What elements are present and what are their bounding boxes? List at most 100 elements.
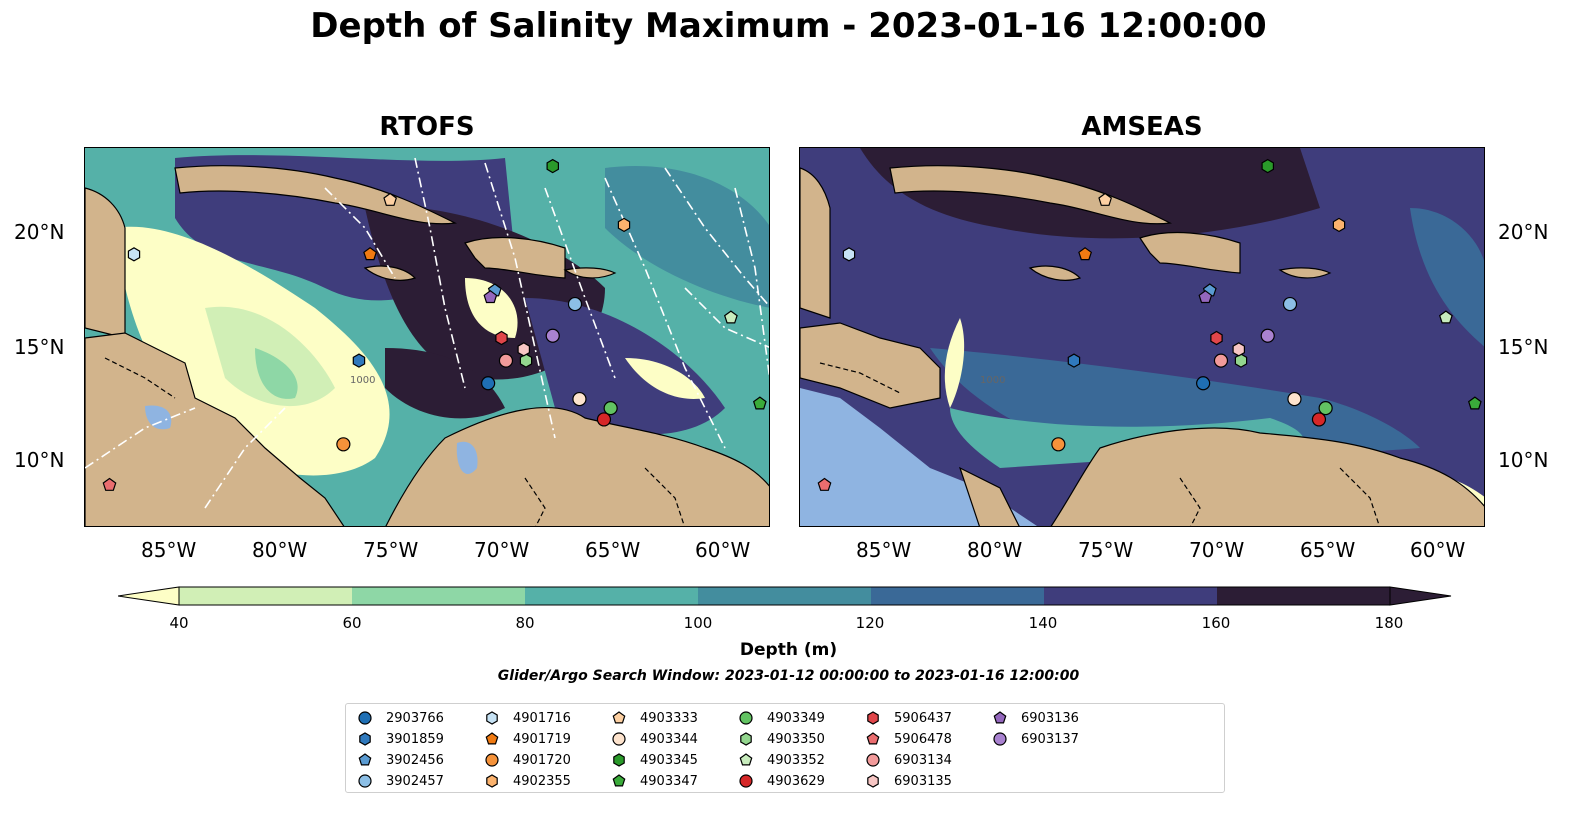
rtofs-float-6903134 xyxy=(498,353,514,368)
legend-item-5906478: 5906478 xyxy=(862,729,952,749)
colorbar-extend-high xyxy=(1389,586,1452,606)
legend-marker-circle xyxy=(993,732,1007,746)
legend-label: 6903136 xyxy=(1021,710,1079,726)
legend-marker-hexagon xyxy=(486,711,498,725)
legend-item-6903135: 6903135 xyxy=(862,771,952,791)
legend-item-4903347: 4903347 xyxy=(608,771,698,791)
colorbar-extend-low xyxy=(118,586,180,606)
amseas-float-4903352 xyxy=(1438,310,1453,324)
figure-title: Depth of Salinity Maximum - 2023-01-16 1… xyxy=(310,6,1267,46)
legend-marker-hexagon xyxy=(740,732,752,746)
legend-marker-hexagon xyxy=(867,774,879,788)
rtofs-float-6903136 xyxy=(483,290,498,304)
colorbar-outline xyxy=(178,586,1391,606)
legend-label: 4903345 xyxy=(640,752,698,768)
legend-marker-pentagon xyxy=(993,711,1007,724)
rtofs-float-6903137 xyxy=(545,328,560,343)
amseas-float-markers xyxy=(817,158,1482,491)
rtofs-float-4903352 xyxy=(723,310,738,324)
legend-marker-pentagon xyxy=(358,753,372,766)
amseas-map xyxy=(799,147,1485,527)
amseas-float-4901720 xyxy=(1051,437,1066,452)
legend-marker-hexagon xyxy=(613,753,625,767)
amseas-float-2903766 xyxy=(1196,376,1211,391)
legend-item-4903333: 4903333 xyxy=(608,708,698,728)
rtofs-float-6903135 xyxy=(517,342,530,357)
float-legend: 2903766 3901859 3902456 3902457 4901716 49017… xyxy=(345,703,1225,793)
legend-item-5906437: 5906437 xyxy=(862,708,952,728)
cbar-tick-120: 120 xyxy=(855,614,885,632)
rtofs-float-4903347 xyxy=(752,396,767,410)
legend-label: 5906437 xyxy=(894,710,952,726)
colorbar xyxy=(118,586,1452,606)
rtofs-map-canvas xyxy=(85,148,769,526)
colorbar-segment-7 xyxy=(1217,587,1390,605)
legend-item-4903349: 4903349 xyxy=(735,708,825,728)
rtofs-map xyxy=(84,147,770,527)
legend-marker-hexagon xyxy=(867,711,879,725)
rtofs-lat-tick-20n: 20°N xyxy=(14,220,65,244)
colorbar-segment-4 xyxy=(698,587,871,605)
legend-marker-circle xyxy=(612,732,626,746)
rtofs-float-4903350 xyxy=(519,353,533,368)
cbar-tick-140: 140 xyxy=(1028,614,1058,632)
rtofs-float-5906437 xyxy=(495,330,508,346)
legend-label: 6903134 xyxy=(894,752,952,768)
amseas-lat-tick-15n: 15°N xyxy=(1498,335,1549,359)
legend-label: 3901859 xyxy=(386,731,444,747)
amseas-float-4903349 xyxy=(1318,401,1333,416)
legend-item-6903134: 6903134 xyxy=(862,750,952,770)
rtofs-float-4903344 xyxy=(572,391,587,407)
legend-item-4901720: 4901720 xyxy=(481,750,571,770)
cbar-tick-180: 180 xyxy=(1374,614,1404,632)
panel-title-amseas: AMSEAS xyxy=(1081,112,1203,142)
legend-label: 3902456 xyxy=(386,752,444,768)
amseas-float-4903345 xyxy=(1261,158,1274,174)
amseas-lon-tick-70w: 70°W xyxy=(1189,538,1245,562)
rtofs-lat-tick-10n: 10°N xyxy=(14,448,65,472)
colorbar-segment-3 xyxy=(525,587,698,605)
legend-item-3901859: 3901859 xyxy=(354,729,444,749)
legend-marker-pentagon xyxy=(739,753,753,766)
legend-label: 2903766 xyxy=(386,710,444,726)
amseas-float-4903347 xyxy=(1467,396,1482,410)
legend-marker-hexagon xyxy=(359,732,371,746)
rtofs-lat-tick-15n: 15°N xyxy=(14,335,65,359)
legend-label: 4901716 xyxy=(513,710,571,726)
rtofs-lon-tick-65w: 65°W xyxy=(585,538,641,562)
rtofs-float-4903629 xyxy=(596,412,612,427)
rtofs-lon-tick-80w: 80°W xyxy=(252,538,308,562)
amseas-float-6903137 xyxy=(1260,328,1275,343)
legend-marker-circle xyxy=(358,711,372,725)
amseas-borders xyxy=(819,362,1380,526)
legend-marker-pentagon xyxy=(612,711,626,724)
colorbar-title: Depth (m) xyxy=(739,640,838,660)
legend-label: 6903135 xyxy=(894,773,952,789)
legend-label: 4903629 xyxy=(767,773,825,789)
amseas-float-4902355 xyxy=(1332,217,1346,233)
legend-label: 4903333 xyxy=(640,710,698,726)
legend-item-6903137: 6903137 xyxy=(989,729,1079,749)
amseas-float-4901716 xyxy=(842,247,856,262)
legend-marker-circle xyxy=(485,753,499,767)
legend-marker-circle xyxy=(358,774,372,788)
amseas-float-4903333 xyxy=(1098,192,1113,206)
colorbar-segment-2 xyxy=(352,587,525,605)
amseas-float-5906478 xyxy=(817,477,832,491)
rtofs-contour-label: 1000 xyxy=(350,375,376,386)
legend-marker-pentagon xyxy=(612,774,626,787)
legend-label: 4901719 xyxy=(513,731,571,747)
legend-marker-hexagon xyxy=(486,774,498,788)
amseas-lon-tick-85w: 85°W xyxy=(856,538,912,562)
rtofs-float-4903333 xyxy=(383,192,398,206)
amseas-lon-tick-65w: 65°W xyxy=(1300,538,1356,562)
rtofs-float-4903345 xyxy=(546,158,559,174)
legend-item-4901716: 4901716 xyxy=(481,708,571,728)
legend-item-3902457: 3902457 xyxy=(354,771,444,791)
amseas-float-4903629 xyxy=(1311,412,1327,427)
rtofs-float-2903766 xyxy=(481,376,496,391)
amseas-lat-tick-20n: 20°N xyxy=(1498,220,1549,244)
legend-label: 6903137 xyxy=(1021,731,1079,747)
amseas-lon-tick-60w: 60°W xyxy=(1410,538,1466,562)
legend-item-2903766: 2903766 xyxy=(354,708,444,728)
